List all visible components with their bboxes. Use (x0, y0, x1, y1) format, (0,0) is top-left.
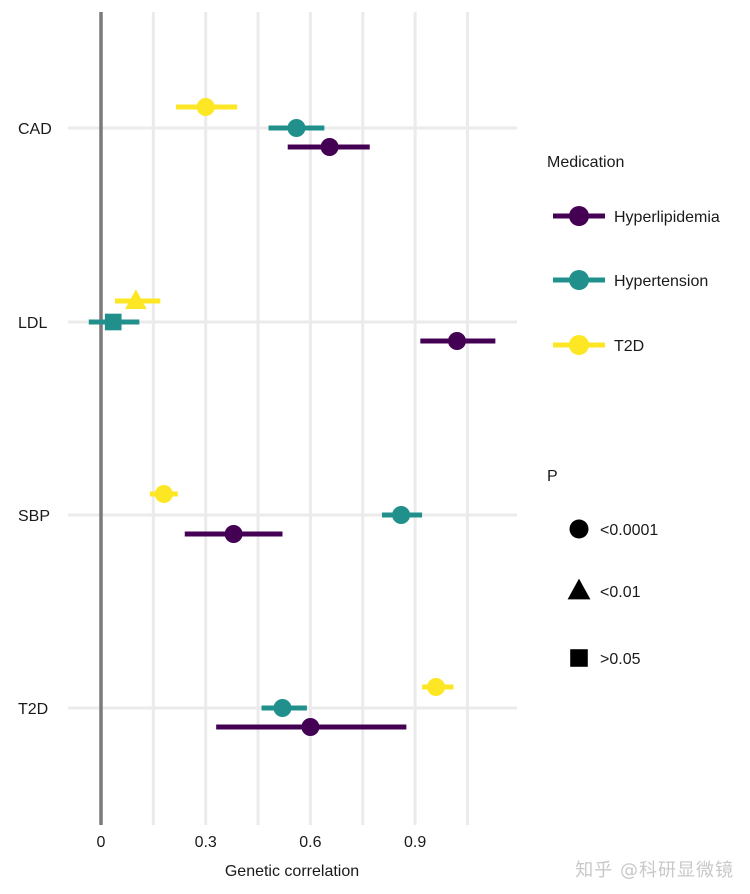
data-point-group (149, 485, 178, 503)
legend-label: <0.0001 (600, 522, 658, 539)
legend-label: Hypertension (614, 273, 708, 290)
y-tick-label: T2D (18, 701, 48, 718)
x-axis-title: Genetic correlation (225, 863, 359, 880)
point-estimate (273, 699, 292, 717)
point-estimate (320, 138, 339, 156)
point-estimate (287, 119, 306, 137)
data-point-group (287, 138, 370, 156)
y-tick-label: LDL (18, 315, 47, 332)
point-estimate (196, 98, 215, 116)
legend-label: >0.05 (600, 651, 641, 668)
legend-shape-triangle (567, 578, 591, 600)
data-point-group (261, 699, 307, 717)
data-point-group (88, 313, 140, 331)
legend-shape-circle (569, 519, 589, 539)
y-axis-labels: CAD LDL SBP T2D (18, 121, 52, 718)
point-estimate (154, 485, 173, 503)
watermark: 知乎 @科研显微镜 (575, 860, 734, 881)
data-point-group (184, 525, 283, 543)
x-axis-labels: 0 0.3 0.6 0.9 (97, 834, 427, 851)
point-estimate (447, 332, 466, 350)
data-point-group (268, 119, 325, 137)
point-estimate (392, 506, 411, 524)
x-tick-label: 0 (97, 834, 106, 851)
point-estimate (125, 289, 147, 309)
legend-medication-title: Medication (547, 154, 624, 171)
legend-key-point (569, 270, 589, 290)
data-marks (88, 98, 496, 736)
y-tick-label: CAD (18, 121, 52, 138)
data-point-group (176, 98, 238, 116)
point-estimate (301, 718, 320, 736)
legend-key-point (569, 335, 589, 355)
legend-p-title: P (547, 468, 558, 485)
data-point-group (216, 718, 407, 736)
data-point-group (422, 678, 454, 696)
point-estimate (224, 525, 243, 543)
data-point-group (381, 506, 423, 524)
legend-shape-square (570, 649, 588, 667)
legend-medication: Medication Hyperlipidemia Hypertension T2D (547, 154, 720, 355)
legend-label: T2D (614, 338, 644, 355)
legend-label: <0.01 (600, 584, 641, 601)
point-estimate (427, 678, 446, 696)
x-tick-label: 0.6 (299, 834, 321, 851)
legend-label: Hyperlipidemia (614, 209, 720, 226)
x-tick-label: 0.3 (195, 834, 217, 851)
legend-key-point (569, 206, 589, 226)
data-point-group (420, 332, 496, 350)
y-tick-label: SBP (18, 508, 50, 525)
data-point-group (114, 289, 161, 309)
point-estimate (104, 313, 122, 331)
legend-p-value: P <0.0001 <0.01 >0.05 (547, 468, 658, 668)
x-tick-label: 0.9 (404, 834, 426, 851)
